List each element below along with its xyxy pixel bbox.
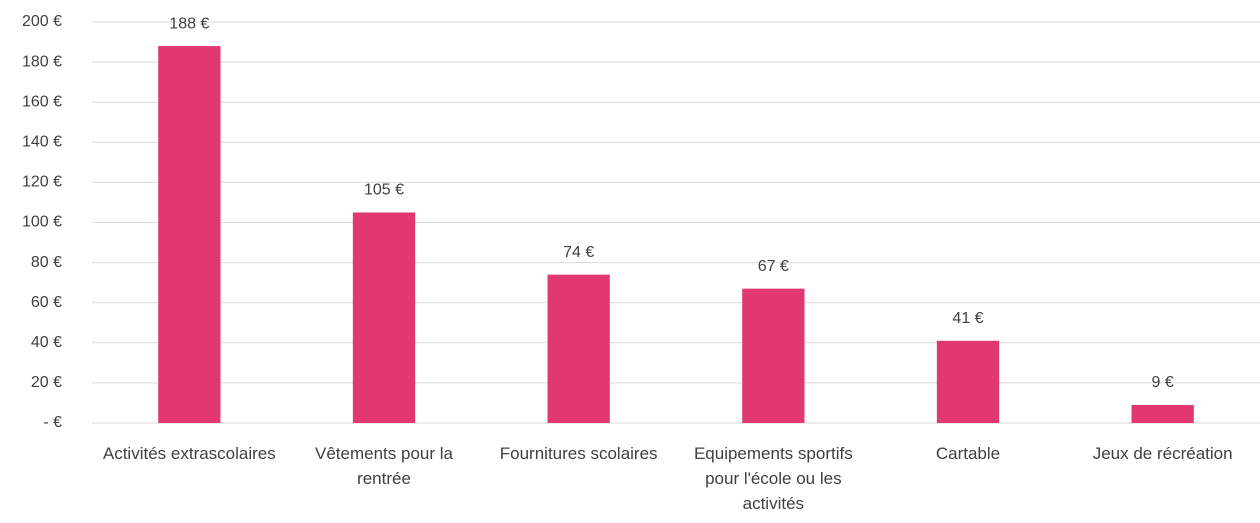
data-label: 9 € bbox=[1152, 374, 1174, 391]
bar bbox=[1131, 404, 1194, 423]
y-tick-label: 40 € bbox=[31, 334, 62, 351]
y-tick-label: 140 € bbox=[22, 134, 62, 151]
bar bbox=[547, 274, 610, 423]
data-label: 188 € bbox=[169, 15, 209, 32]
data-label: 67 € bbox=[758, 258, 789, 275]
bar bbox=[158, 46, 221, 424]
x-tick-label: Fournitures scolaires bbox=[499, 444, 658, 463]
x-tick-label: Jeux de récréation bbox=[1092, 444, 1233, 463]
data-label: 105 € bbox=[364, 182, 404, 199]
y-tick-label: 180 € bbox=[22, 53, 62, 70]
y-tick-label: 80 € bbox=[31, 254, 62, 271]
bar bbox=[742, 288, 805, 423]
y-tick-label: 20 € bbox=[31, 374, 62, 391]
x-tick-label: Activités extrascolaires bbox=[102, 444, 276, 463]
y-tick-label: 200 € bbox=[22, 13, 62, 30]
y-tick-label: 60 € bbox=[31, 294, 62, 311]
x-tick-label: Vêtements pour la rentrée bbox=[315, 444, 453, 488]
data-label: 74 € bbox=[563, 244, 594, 261]
y-tick-label: 100 € bbox=[22, 214, 62, 231]
x-tick-label: Equipements sportifs pour l'école ou les… bbox=[693, 444, 853, 513]
bar bbox=[936, 340, 1000, 423]
bar bbox=[352, 212, 416, 423]
y-tick-label: 160 € bbox=[22, 93, 62, 110]
x-tick-label: Cartable bbox=[935, 444, 1001, 463]
y-tick-label: 120 € bbox=[22, 174, 62, 191]
y-tick-label: - € bbox=[43, 414, 62, 431]
data-label: 41 € bbox=[952, 310, 983, 327]
